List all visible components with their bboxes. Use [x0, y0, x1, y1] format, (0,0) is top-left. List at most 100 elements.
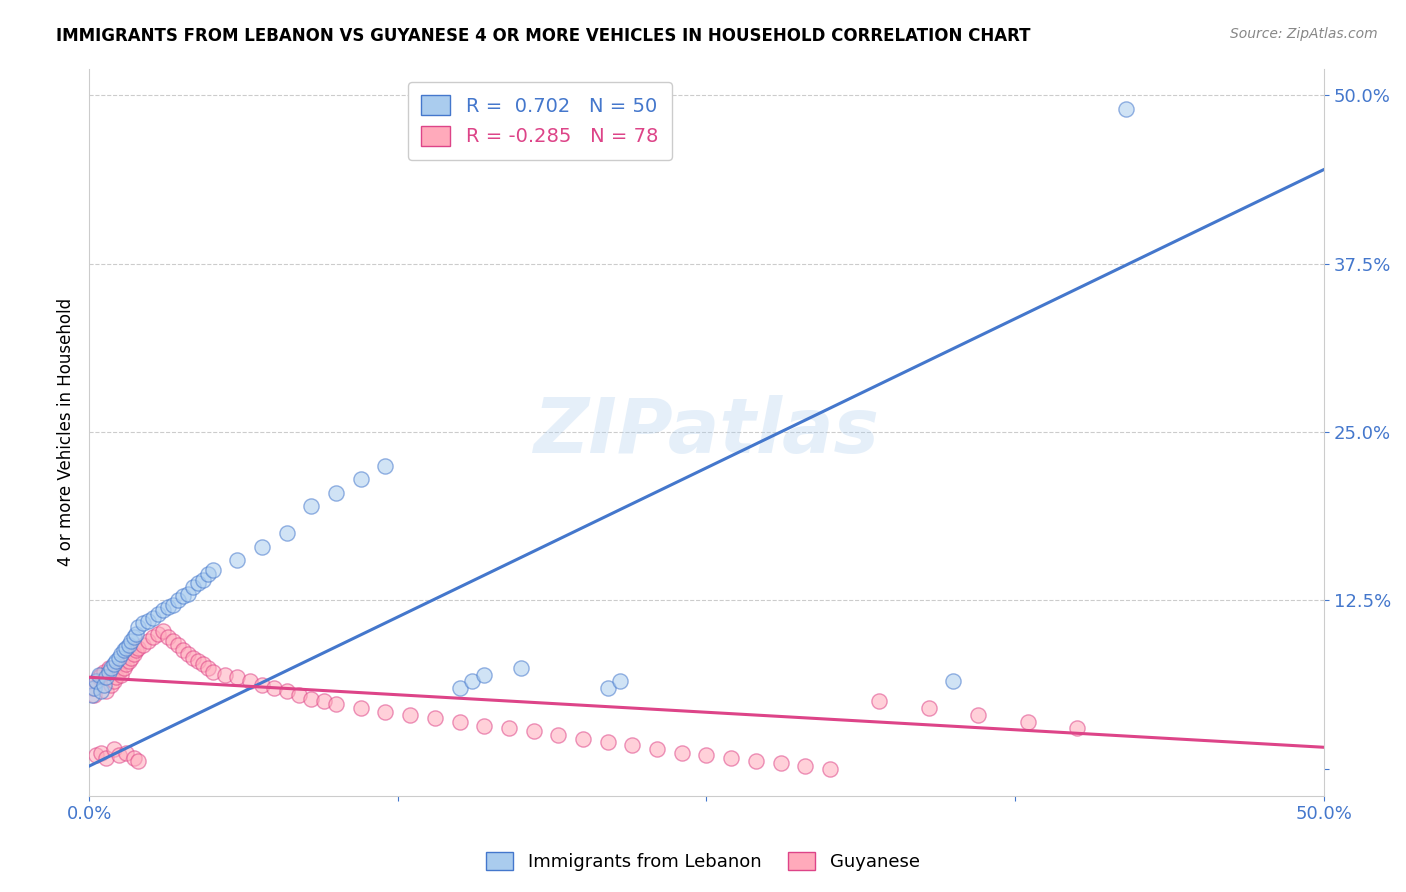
Point	[794, 759, 817, 773]
Point	[103, 741, 125, 756]
Point	[1017, 714, 1039, 729]
Point	[125, 643, 148, 657]
Point	[157, 600, 180, 615]
Point	[818, 762, 841, 776]
Point	[122, 648, 145, 662]
Point	[90, 746, 112, 760]
Point	[226, 553, 249, 567]
Point	[596, 735, 619, 749]
Legend: R =  0.702   N = 50, R = -0.285   N = 78: R = 0.702 N = 50, R = -0.285 N = 78	[408, 82, 672, 160]
Point	[942, 674, 965, 689]
Point	[127, 640, 149, 655]
Point	[181, 651, 204, 665]
Point	[87, 667, 110, 681]
Point	[197, 566, 219, 581]
Point	[449, 714, 471, 729]
Point	[645, 741, 668, 756]
Text: IMMIGRANTS FROM LEBANON VS GUYANESE 4 OR MORE VEHICLES IN HOUSEHOLD CORRELATION : IMMIGRANTS FROM LEBANON VS GUYANESE 4 OR…	[56, 27, 1031, 45]
Point	[105, 654, 128, 668]
Point	[83, 688, 105, 702]
Point	[769, 756, 792, 771]
Point	[115, 657, 138, 671]
Legend: Immigrants from Lebanon, Guyanese: Immigrants from Lebanon, Guyanese	[479, 845, 927, 879]
Point	[918, 701, 941, 715]
Point	[250, 678, 273, 692]
Point	[572, 732, 595, 747]
Point	[263, 681, 285, 695]
Point	[868, 694, 890, 708]
Point	[523, 724, 546, 739]
Point	[609, 674, 631, 689]
Point	[127, 754, 149, 768]
Point	[191, 574, 214, 588]
Point	[80, 681, 103, 695]
Point	[112, 661, 135, 675]
Point	[96, 670, 118, 684]
Point	[177, 587, 200, 601]
Point	[325, 485, 347, 500]
Point	[299, 499, 322, 513]
Point	[132, 638, 155, 652]
Point	[86, 674, 108, 689]
Point	[596, 681, 619, 695]
Point	[312, 694, 335, 708]
Point	[103, 657, 125, 671]
Point	[152, 603, 174, 617]
Point	[172, 590, 194, 604]
Point	[80, 688, 103, 702]
Point	[720, 751, 742, 765]
Point	[100, 678, 122, 692]
Point	[90, 667, 112, 681]
Point	[350, 701, 373, 715]
Point	[695, 748, 717, 763]
Point	[197, 661, 219, 675]
Point	[172, 643, 194, 657]
Point	[122, 751, 145, 765]
Point	[142, 630, 165, 644]
Point	[671, 746, 693, 760]
Point	[152, 624, 174, 639]
Point	[86, 674, 108, 689]
Point	[120, 633, 142, 648]
Point	[148, 607, 170, 621]
Point	[288, 688, 311, 702]
Point	[93, 665, 115, 679]
Point	[107, 748, 129, 763]
Point	[250, 540, 273, 554]
Point	[97, 665, 120, 679]
Point	[122, 630, 145, 644]
Point	[472, 667, 495, 681]
Point	[117, 654, 139, 668]
Point	[110, 667, 132, 681]
Point	[461, 674, 484, 689]
Point	[201, 562, 224, 576]
Point	[162, 633, 184, 648]
Point	[96, 751, 118, 765]
Point	[115, 640, 138, 655]
Point	[1115, 102, 1137, 116]
Point	[299, 691, 322, 706]
Point	[449, 681, 471, 695]
Point	[90, 683, 112, 698]
Point	[142, 611, 165, 625]
Point	[214, 667, 236, 681]
Point	[105, 670, 128, 684]
Point	[547, 728, 569, 742]
Point	[276, 526, 298, 541]
Point	[93, 678, 115, 692]
Point	[96, 683, 118, 698]
Point	[120, 651, 142, 665]
Point	[117, 638, 139, 652]
Point	[83, 681, 105, 695]
Point	[276, 683, 298, 698]
Point	[967, 708, 990, 723]
Point	[177, 648, 200, 662]
Point	[167, 638, 190, 652]
Point	[86, 748, 108, 763]
Point	[350, 472, 373, 486]
Point	[1066, 722, 1088, 736]
Point	[87, 670, 110, 684]
Point	[498, 722, 520, 736]
Point	[107, 665, 129, 679]
Point	[110, 648, 132, 662]
